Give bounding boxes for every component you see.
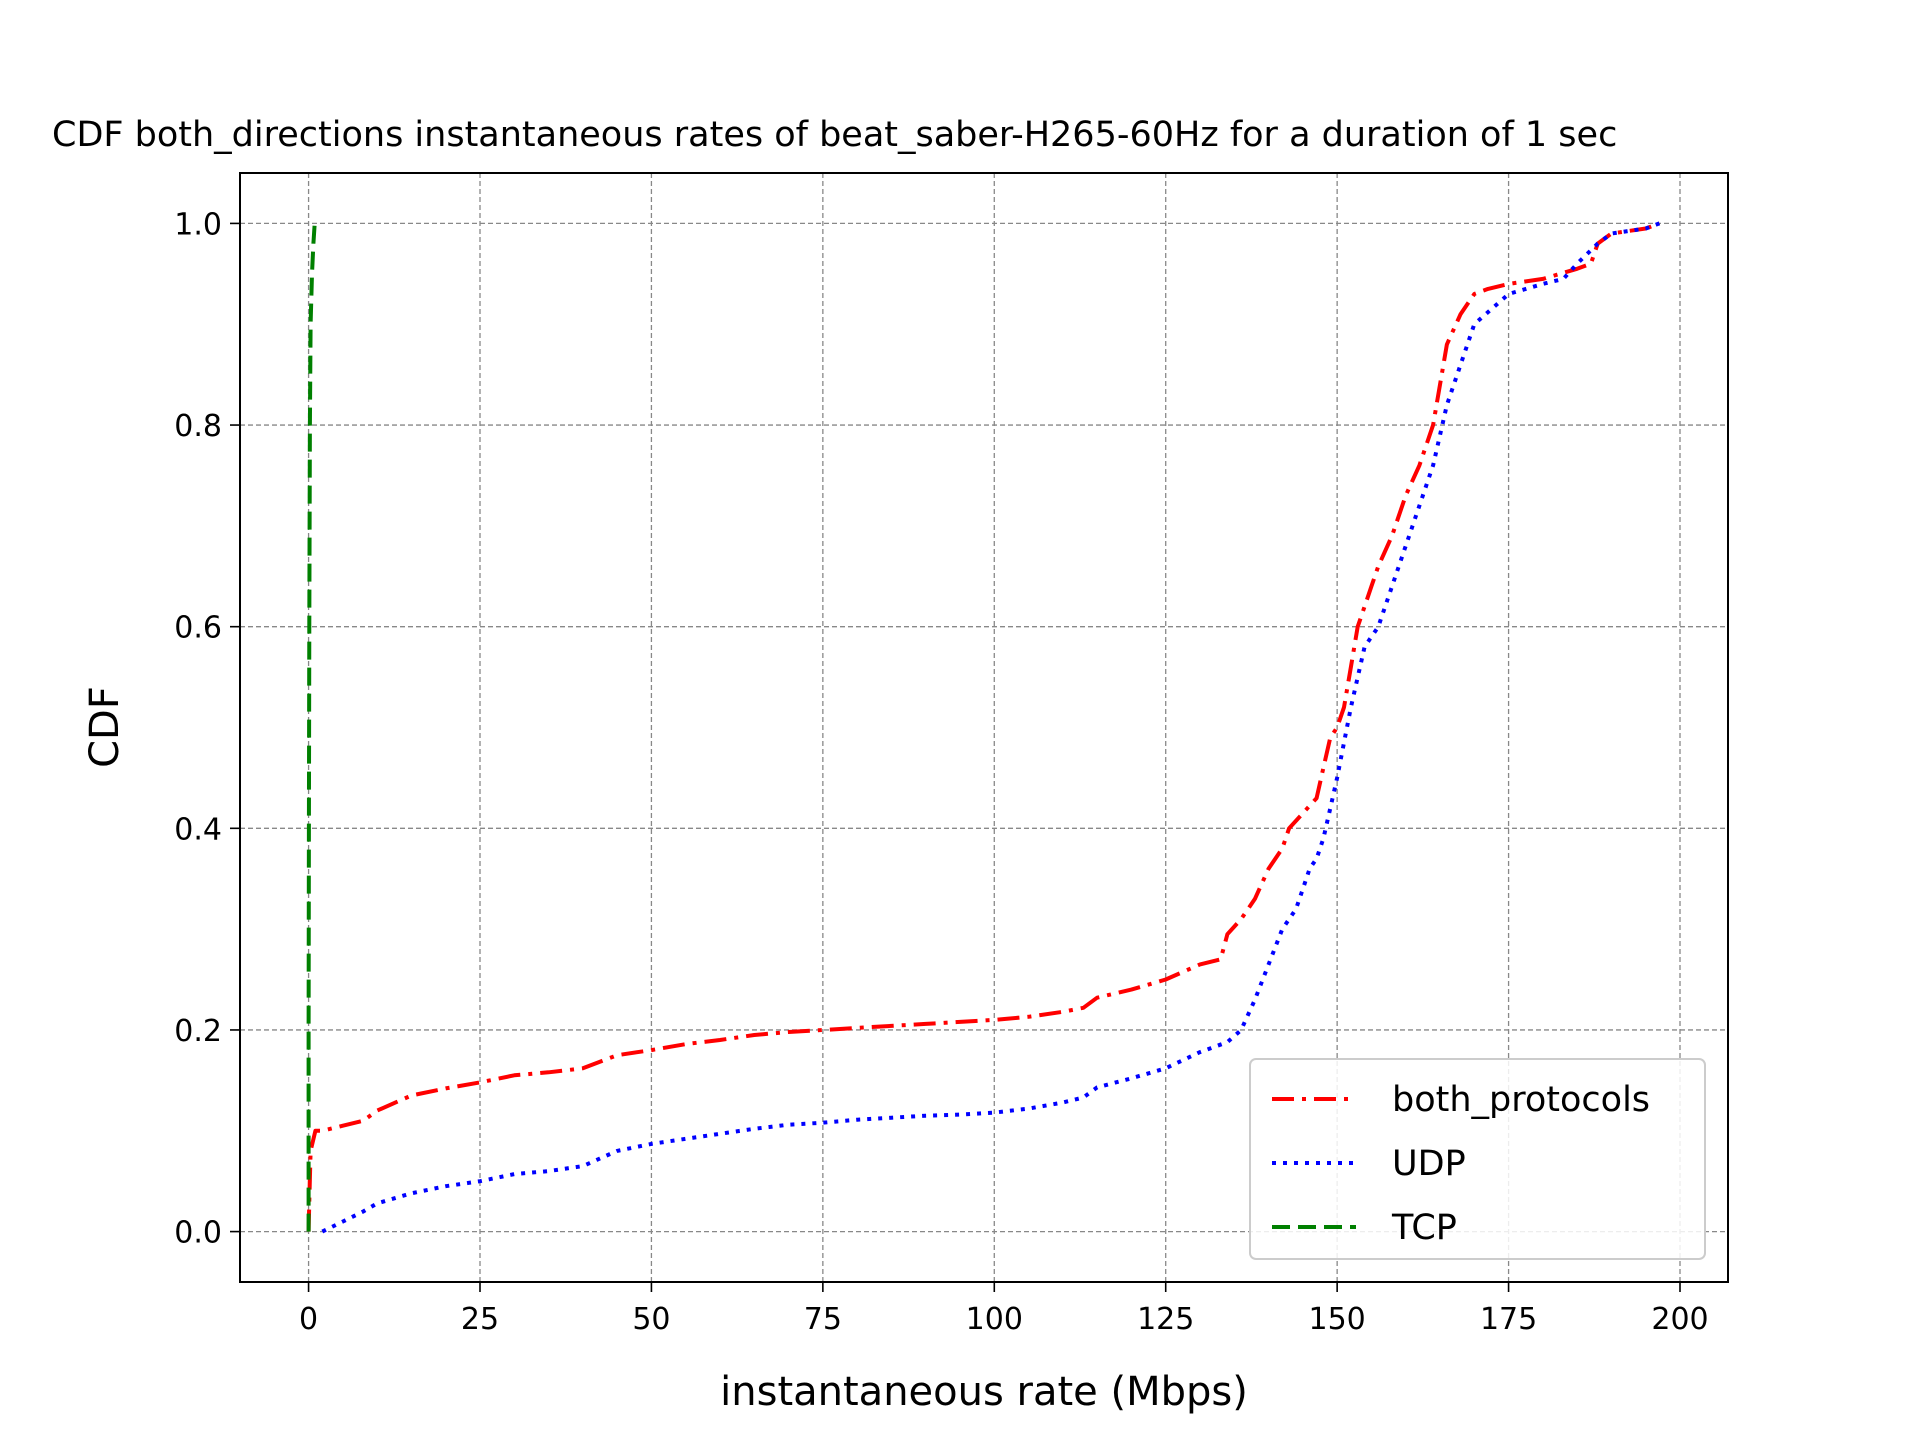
chart-title: CDF both_directions instantaneous rates … bbox=[52, 115, 1617, 155]
legend-label: both_protocols bbox=[1392, 1080, 1650, 1120]
legend: both_protocols UDP TCP bbox=[1249, 1058, 1706, 1260]
x-tick-label: 25 bbox=[461, 1302, 499, 1337]
y-tick-label: 0.6 bbox=[174, 611, 222, 646]
y-tick-label: 0.4 bbox=[174, 812, 222, 847]
plot-frame bbox=[239, 172, 1729, 1283]
x-tick-label: 175 bbox=[1480, 1302, 1537, 1337]
y-axis: 0.0 0.2 0.4 0.6 0.8 1.0 bbox=[174, 207, 240, 1251]
x-axis: 0 25 50 75 100 125 150 175 200 bbox=[299, 1282, 1709, 1337]
x-tick-label: 150 bbox=[1309, 1302, 1366, 1337]
y-axis-label: CDF bbox=[82, 686, 128, 768]
x-tick-label: 200 bbox=[1651, 1302, 1708, 1337]
x-tick-label: 125 bbox=[1137, 1302, 1194, 1337]
legend-label: TCP bbox=[1391, 1208, 1457, 1248]
y-tick-label: 0.0 bbox=[174, 1216, 222, 1251]
y-tick-label: 0.8 bbox=[174, 409, 222, 444]
x-tick-label: 50 bbox=[632, 1302, 670, 1337]
x-tick-label: 0 bbox=[299, 1302, 318, 1337]
y-tick-label: 0.2 bbox=[174, 1014, 222, 1049]
series-lines bbox=[306, 221, 1661, 1234]
x-axis-label: instantaneous rate (Mbps) bbox=[720, 1369, 1248, 1415]
x-tick-label: 100 bbox=[966, 1302, 1023, 1337]
series-line-both-protocols bbox=[306, 221, 1661, 1232]
legend-box bbox=[1249, 1058, 1706, 1260]
legend-label: UDP bbox=[1392, 1144, 1466, 1184]
series-line-tcp bbox=[306, 223, 317, 1232]
x-tick-label: 75 bbox=[804, 1302, 842, 1337]
y-tick-label: 1.0 bbox=[174, 207, 222, 242]
series-line-udp bbox=[321, 221, 1661, 1234]
